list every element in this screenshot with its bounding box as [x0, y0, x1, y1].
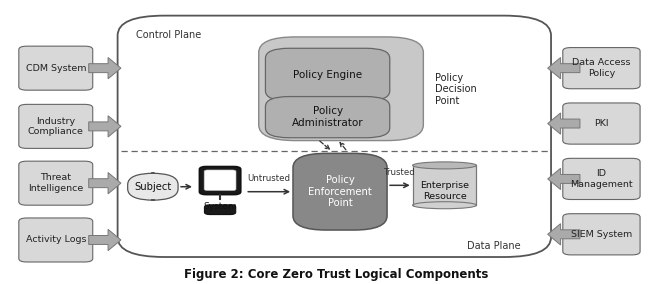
Polygon shape	[548, 113, 580, 134]
Text: Activity Logs: Activity Logs	[26, 235, 86, 245]
Text: Control Plane: Control Plane	[136, 30, 201, 40]
Polygon shape	[89, 173, 121, 194]
Bar	[413, 165, 476, 205]
Text: Trusted: Trusted	[384, 168, 416, 177]
FancyBboxPatch shape	[19, 104, 93, 148]
Ellipse shape	[413, 162, 476, 169]
FancyBboxPatch shape	[265, 48, 390, 101]
Text: Threat
Intelligence: Threat Intelligence	[28, 174, 83, 193]
FancyBboxPatch shape	[563, 214, 640, 255]
FancyBboxPatch shape	[118, 16, 551, 257]
Polygon shape	[89, 116, 121, 137]
Text: Policy
Decision
Point: Policy Decision Point	[435, 73, 477, 106]
Text: Data Plane: Data Plane	[467, 241, 521, 251]
Text: System: System	[203, 202, 237, 211]
FancyBboxPatch shape	[563, 103, 640, 144]
Polygon shape	[548, 224, 580, 245]
FancyBboxPatch shape	[128, 173, 178, 200]
FancyBboxPatch shape	[204, 205, 236, 215]
Text: Figure 2: Core Zero Trust Logical Components: Figure 2: Core Zero Trust Logical Compon…	[184, 268, 488, 281]
Text: Policy
Administrator: Policy Administrator	[292, 106, 364, 128]
Text: SIEM System: SIEM System	[571, 230, 632, 239]
FancyBboxPatch shape	[19, 161, 93, 205]
FancyBboxPatch shape	[259, 37, 423, 141]
Polygon shape	[548, 168, 580, 190]
FancyBboxPatch shape	[19, 46, 93, 90]
Text: PKI: PKI	[594, 119, 609, 128]
Text: Industry
Compliance: Industry Compliance	[28, 117, 84, 136]
Text: Policy Engine: Policy Engine	[293, 70, 362, 80]
FancyBboxPatch shape	[563, 47, 640, 89]
FancyBboxPatch shape	[265, 97, 390, 138]
FancyBboxPatch shape	[19, 218, 93, 262]
Ellipse shape	[413, 202, 476, 209]
Text: Untrusted: Untrusted	[248, 174, 290, 183]
Polygon shape	[548, 57, 580, 79]
Text: CDM System: CDM System	[26, 64, 86, 73]
FancyBboxPatch shape	[204, 170, 236, 191]
FancyBboxPatch shape	[563, 158, 640, 199]
Text: Enterprise
Resource: Enterprise Resource	[420, 181, 469, 201]
FancyBboxPatch shape	[293, 153, 387, 230]
FancyBboxPatch shape	[200, 166, 241, 195]
Text: ID
Management: ID Management	[570, 169, 633, 189]
Polygon shape	[89, 229, 121, 251]
Polygon shape	[89, 57, 121, 79]
Text: Data Access
Policy: Data Access Policy	[572, 59, 631, 78]
Text: Subject: Subject	[134, 182, 171, 192]
Text: Policy
Enforcement
Point: Policy Enforcement Point	[308, 175, 372, 208]
